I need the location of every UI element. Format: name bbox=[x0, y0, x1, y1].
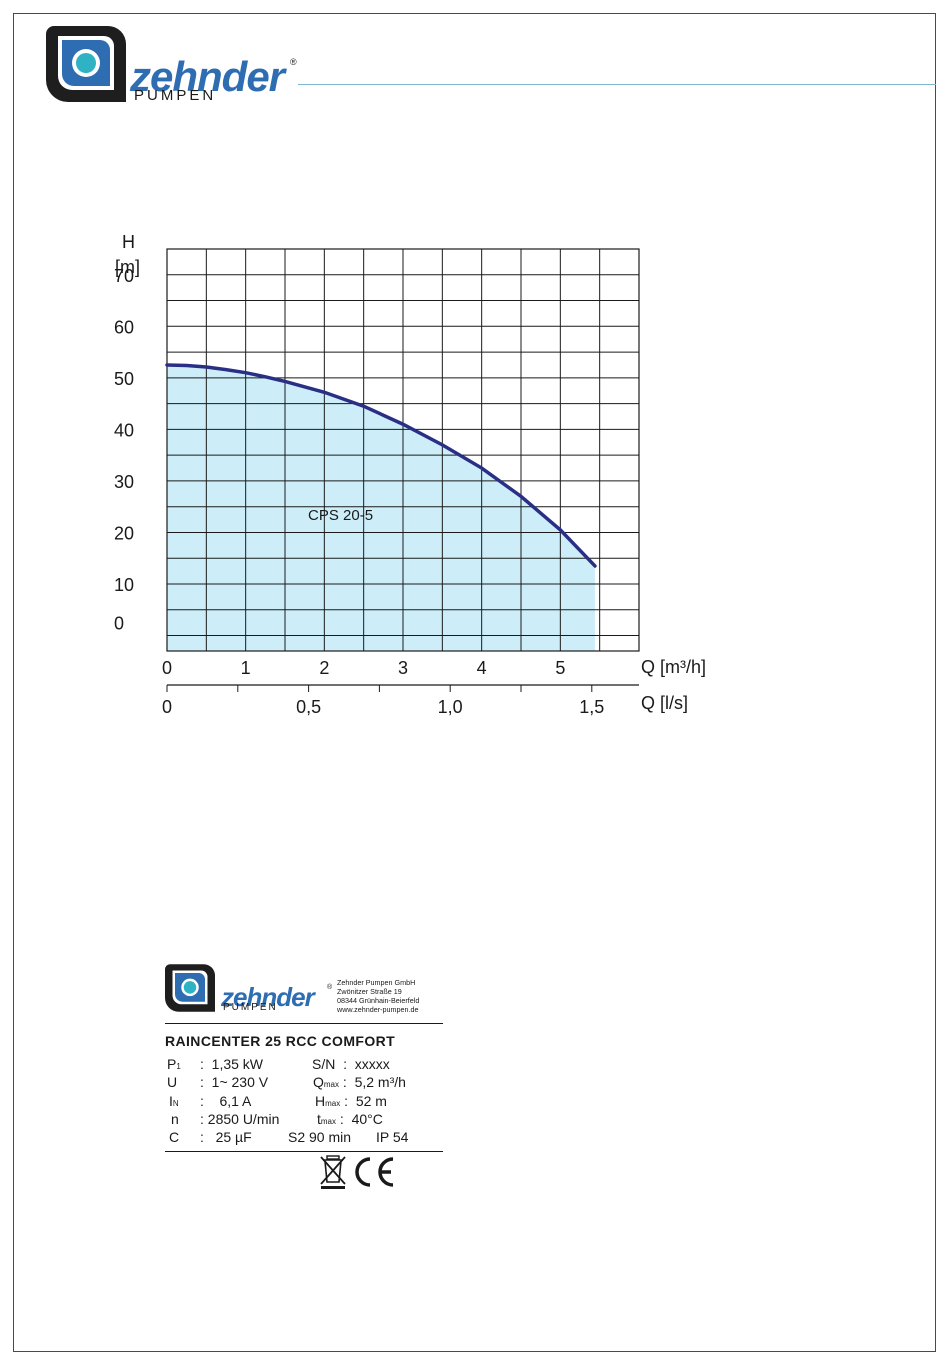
y-tick-label: 10 bbox=[114, 575, 134, 595]
spec-n-value: : 2850 U/min bbox=[200, 1111, 280, 1127]
y-tick-label: 50 bbox=[114, 369, 134, 389]
model-name: RAINCENTER 25 RCC COMFORT bbox=[165, 1033, 396, 1049]
x-tick-label: 3 bbox=[398, 658, 408, 678]
nameplate-top-rule bbox=[165, 1023, 443, 1024]
x2-axis-label: Q [l/s] bbox=[641, 693, 688, 713]
series-area bbox=[167, 364, 595, 651]
spec-qmax: Qmax : 5,2 m³/h bbox=[313, 1074, 406, 1090]
company-street: Zwönitzer Straße 19 bbox=[337, 987, 402, 996]
nameplate-wordmark: zehnder bbox=[221, 982, 315, 1012]
spec-c: C bbox=[169, 1129, 180, 1145]
x2-tick-label: 1,5 bbox=[579, 697, 604, 717]
logo-mark-icon bbox=[46, 26, 126, 102]
spec-c-value: : 25 µF bbox=[200, 1129, 252, 1145]
page-frame bbox=[13, 13, 936, 1352]
brand-subtitle: PUMPEN bbox=[134, 87, 217, 104]
company-name: Zehnder Pumpen GmbH bbox=[337, 978, 416, 987]
company-website: www.zehnder-pumpen.de bbox=[337, 1005, 419, 1014]
x-tick-label: 0 bbox=[162, 658, 172, 678]
nameplate-brand: zehnder ® PUMPEN bbox=[217, 960, 337, 1016]
nameplate-registered-mark: ® bbox=[327, 984, 333, 991]
x-tick-label: 4 bbox=[477, 658, 487, 678]
y-tick-label: 70 bbox=[114, 266, 134, 286]
nameplate-brand-subtitle: PUMPEN bbox=[223, 1002, 278, 1013]
y-tick-label: 20 bbox=[114, 523, 134, 543]
spec-ip: IP 54 bbox=[376, 1129, 409, 1145]
nameplate-logo-mark-icon bbox=[165, 964, 215, 1012]
spec-sn: S/N : xxxxx bbox=[312, 1056, 390, 1072]
spec-p1-value: : 1,35 kW bbox=[200, 1056, 264, 1072]
x-tick-label: 5 bbox=[555, 658, 565, 678]
series-label: CPS 20-5 bbox=[308, 507, 373, 524]
header-rule bbox=[298, 84, 936, 85]
series-line bbox=[165, 363, 597, 568]
ce-mark-icon bbox=[355, 1157, 394, 1187]
spec-duty: S2 90 min bbox=[288, 1129, 352, 1145]
x-axis-label: Q [m³/h] bbox=[641, 657, 706, 677]
nameplate-bottom-rule bbox=[165, 1151, 443, 1152]
registered-mark: ® bbox=[290, 57, 297, 67]
spec-u-value: : 1~ 230 V bbox=[200, 1074, 269, 1090]
brand-logo: zehnder ® PUMPEN bbox=[46, 26, 302, 106]
spec-hmax: Hmax : 52 m bbox=[315, 1093, 387, 1109]
company-address: Zehnder Pumpen GmbH Zwönitzer Straße 19 … bbox=[337, 978, 419, 1014]
company-city: 08344 Grünhain-Beierfeld bbox=[337, 996, 420, 1005]
spec-p1: P1 bbox=[167, 1056, 181, 1072]
x2-tick-label: 0 bbox=[162, 697, 172, 717]
y-axis-symbol: H bbox=[122, 232, 135, 252]
weee-bin-icon bbox=[320, 1155, 346, 1189]
spec-in: IN bbox=[169, 1093, 179, 1109]
spec-n: n bbox=[171, 1111, 179, 1127]
y-tick-label: 30 bbox=[114, 472, 134, 492]
y-tick-label: 0 bbox=[114, 614, 124, 634]
y-tick-label: 40 bbox=[114, 420, 134, 440]
x-tick-label: 2 bbox=[319, 658, 329, 678]
plot-border bbox=[166, 248, 640, 652]
x-tick-label: 1 bbox=[241, 658, 251, 678]
x2-tick-label: 1,0 bbox=[438, 697, 463, 717]
brand-wordmark: zehnder bbox=[130, 53, 285, 100]
spec-in-value: : 6,1 A bbox=[200, 1093, 252, 1109]
spec-tmax: tmax : 40°C bbox=[317, 1111, 383, 1127]
nameplate: zehnder ® PUMPEN Zehnder Pumpen GmbH Zwö… bbox=[165, 960, 443, 1190]
spec-u: U bbox=[167, 1074, 178, 1090]
x2-tick-label: 0,5 bbox=[296, 697, 321, 717]
y-tick-label: 60 bbox=[114, 317, 134, 337]
y-axis-unit: [m] bbox=[115, 257, 140, 277]
